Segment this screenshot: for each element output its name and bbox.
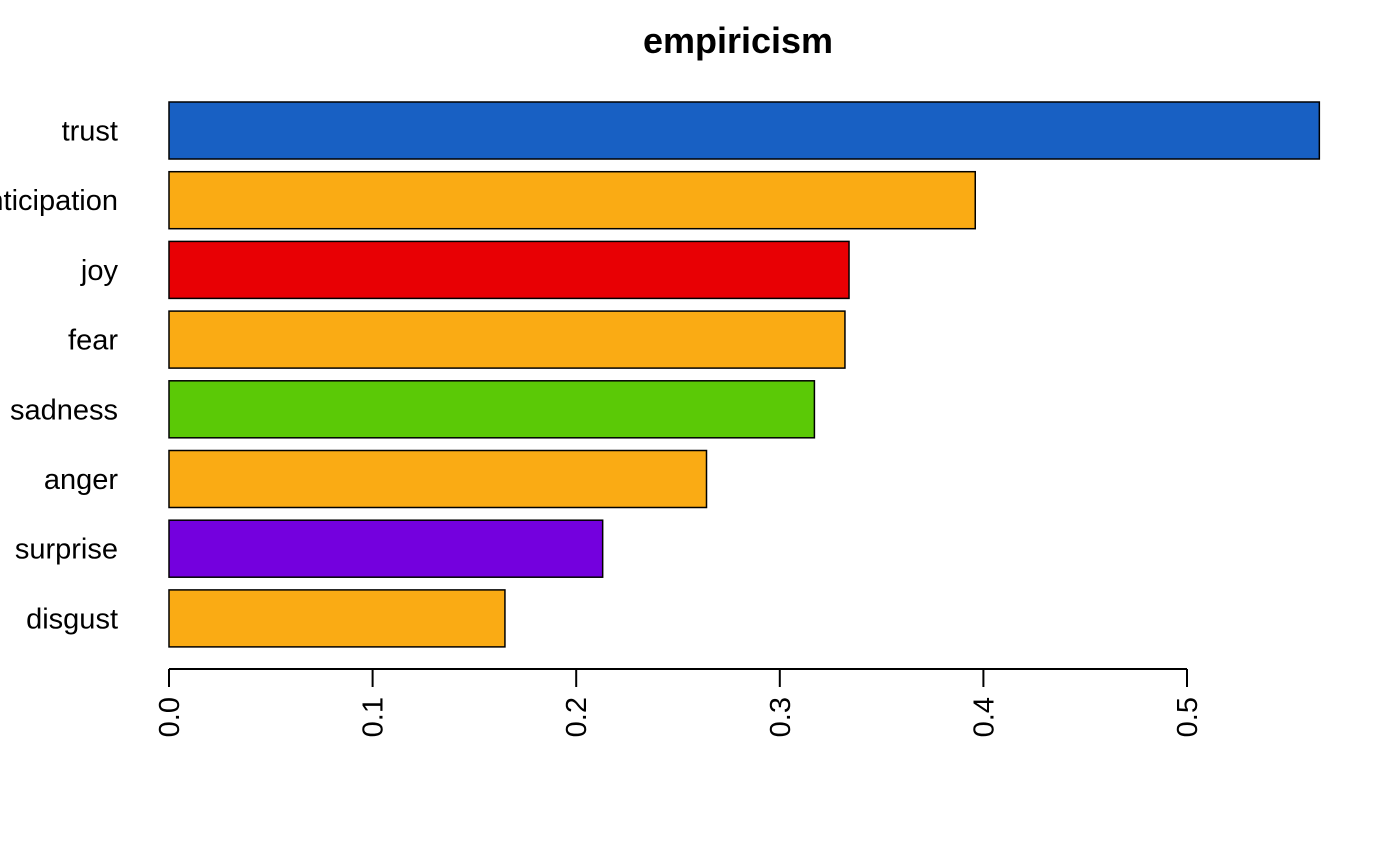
bar-anger <box>168 449 708 509</box>
x-ticks: 0.0 0.1 0.2 0.3 0.4 0.5 <box>154 669 1204 737</box>
x-tick-label: 0.0 <box>154 697 186 737</box>
category-label-sadness: sadness <box>10 394 118 426</box>
category-label-joy: joy <box>80 255 119 287</box>
x-tick-label: 0.1 <box>358 697 390 737</box>
bar-anticipation <box>168 170 977 230</box>
bar-trust <box>168 101 1321 160</box>
x-tick-label: 0.3 <box>765 697 797 737</box>
chart-title: empiricism <box>643 20 833 61</box>
category-label-anticipation: anticipation <box>0 185 118 217</box>
x-tick-label: 0.5 <box>1172 697 1204 737</box>
category-labels: trust anticipation joy fear sadness anger surp… <box>0 116 118 636</box>
bar-fear <box>168 310 846 369</box>
category-label-disgust: disgust <box>26 603 118 635</box>
bar-disgust <box>168 589 506 648</box>
category-label-fear: fear <box>68 325 118 357</box>
bar-joy <box>168 240 850 300</box>
bar-sadness <box>168 380 816 439</box>
x-tick-label: 0.4 <box>968 697 1000 737</box>
x-axis: 0.0 0.1 0.2 0.3 0.4 0.5 <box>154 668 1204 737</box>
bars-layer <box>168 101 1321 648</box>
category-label-anger: anger <box>44 464 119 496</box>
bar-surprise <box>168 519 604 578</box>
category-label-surprise: surprise <box>15 534 118 566</box>
x-tick-label: 0.2 <box>561 697 593 737</box>
category-label-trust: trust <box>62 116 118 148</box>
